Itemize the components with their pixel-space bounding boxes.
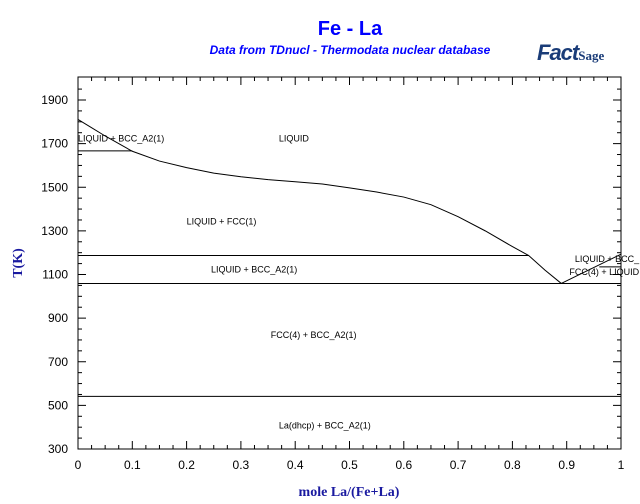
x-tick-label: 0.9 [558, 458, 575, 472]
x-tick-label: 0.7 [450, 458, 467, 472]
y-tick-label: 700 [48, 355, 68, 369]
chart-subtitle: Data from TDnucl - Thermodata nuclear da… [209, 43, 491, 57]
phase-region-label: LIQUID + FCC(1) [187, 216, 257, 226]
y-tick-label: 1900 [41, 93, 68, 107]
phase-region-label: FCC(4) + LIQUID [569, 267, 639, 277]
phase-region-label: La(dhcp) + BCC_A2(1) [279, 421, 371, 431]
y-tick-label: 900 [48, 311, 68, 325]
phase-region-label: FCC(4) + BCC_A2(1) [271, 330, 357, 340]
x-tick-label: 0.6 [395, 458, 412, 472]
y-tick-label: 1300 [41, 224, 68, 238]
chart-title: Fe - La [317, 18, 383, 40]
x-axis-label: mole La/(Fe+La) [299, 485, 400, 500]
phase-region-label: LIQUID + BCC_ [575, 254, 640, 264]
y-tick-label: 1500 [41, 180, 68, 194]
y-tick-label: 500 [48, 398, 68, 412]
phase-region-label: LIQUID + BCC_A2(1) [78, 133, 164, 143]
x-tick-label: 1 [618, 458, 625, 472]
x-tick-label: 0.2 [178, 458, 195, 472]
phase-boundary-liquidus-la-side [561, 253, 622, 284]
x-tick-label: 0.3 [233, 458, 250, 472]
y-tick-label: 1100 [42, 268, 68, 282]
x-tick-label: 0.4 [287, 458, 304, 472]
y-tick-label: 1700 [41, 137, 68, 151]
phase-boundary-liquidus-fe-side [77, 118, 562, 284]
phase-region-label: LIQUID + BCC_A2(1) [211, 264, 297, 274]
x-tick-label: 0.1 [124, 458, 141, 472]
factsage-logo: FactSage [537, 40, 605, 65]
x-tick-label: 0.5 [341, 458, 358, 472]
y-axis-label: T(K) [11, 248, 26, 278]
y-tick-label: 300 [48, 442, 68, 456]
phase-region-label: LIQUID [279, 133, 310, 143]
x-tick-label: 0.8 [504, 458, 521, 472]
x-tick-label: 0 [75, 458, 82, 472]
